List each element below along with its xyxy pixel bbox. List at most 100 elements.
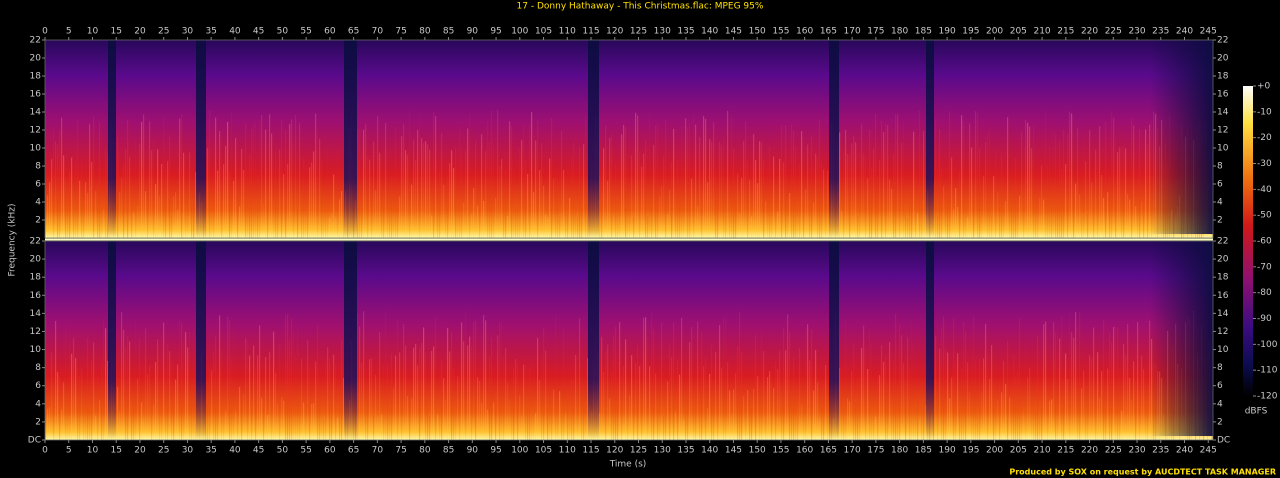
spectrum-streak: [319, 139, 321, 238]
y-axis-label: Frequency (kHz): [8, 203, 18, 276]
spectrum-streak: [839, 132, 841, 238]
spectrum-streak: [873, 148, 875, 238]
spectrum-streak: [407, 396, 409, 440]
spectrum-streak: [495, 198, 497, 238]
spectrum-streak: [737, 173, 739, 238]
y-tick-label: 2: [1217, 417, 1223, 427]
spectrum-streak: [969, 123, 971, 238]
y-tick-label: 18: [30, 273, 42, 283]
spectrum-streak: [707, 407, 709, 440]
spectrum-streak: [1097, 352, 1099, 440]
spectrum-streak: [543, 327, 545, 440]
spectrum-streak: [1109, 176, 1111, 238]
spectrum-streak: [59, 376, 61, 440]
spectrum-streak: [937, 216, 939, 238]
spectrum-streak: [643, 317, 645, 440]
x-tick-label: 245: [1200, 27, 1217, 37]
panel-frame: [44, 39, 1214, 239]
colorbar-tick-label: -60: [1257, 237, 1272, 247]
spectrum-streak: [899, 324, 901, 440]
spectrum-streak: [667, 381, 669, 440]
spectrum-streak: [211, 183, 213, 238]
spectrum-streak: [153, 404, 155, 440]
spectrum-streak: [139, 143, 141, 238]
x-tick-label: 165: [820, 446, 837, 456]
spectrum-streak: [639, 150, 641, 238]
spectrum-streak: [49, 182, 51, 238]
spectrum-streak: [883, 361, 885, 440]
spectrum-streak: [195, 172, 197, 238]
spectrum-streak: [1055, 134, 1057, 238]
spectrum-streak: [573, 141, 575, 238]
spectrum-streak: [117, 386, 119, 440]
x-tick-label: 240: [1176, 27, 1193, 37]
spectrum-streak: [879, 375, 881, 440]
spectrum-streak: [437, 196, 439, 238]
spectrum-streak: [443, 378, 445, 440]
spectrum-streak: [1011, 406, 1013, 440]
spectrum-streak: [1083, 370, 1085, 440]
spectrum-streak: [1085, 161, 1087, 238]
spectrum-streak: [881, 345, 883, 440]
spectrum-streak: [253, 345, 255, 440]
spectrum-streak: [293, 139, 295, 238]
spectrum-streak: [969, 392, 971, 440]
spectrum-streak: [653, 329, 655, 440]
spectrum-streak: [953, 318, 955, 440]
spectrum-streak: [1025, 339, 1027, 440]
y-tick-label: 16: [1217, 90, 1229, 100]
spectrum-streak: [1051, 399, 1053, 440]
spectrum-streak: [975, 111, 977, 238]
y-tick-label: 4: [1217, 198, 1223, 208]
spectrum-streak: [977, 417, 979, 440]
spectrum-streak: [403, 123, 405, 238]
spectrum-streak: [1035, 412, 1037, 440]
x-tick-label: 150: [749, 446, 766, 456]
spectrum-streak: [839, 367, 841, 440]
spectrum-streak: [525, 158, 527, 238]
spectrum-streak: [705, 118, 707, 238]
spectrum-streak: [891, 188, 893, 238]
spectrum-streak: [1005, 201, 1007, 238]
spectrum-streak: [821, 400, 823, 440]
x-tick-label: 205: [1010, 27, 1027, 37]
spectrum-streak: [57, 143, 59, 238]
spectrum-streak: [679, 191, 681, 238]
spectrum-streak: [277, 190, 279, 238]
spectrum-streak: [811, 329, 813, 440]
spectrum-streak: [691, 327, 693, 440]
spectrum-streak: [121, 311, 123, 440]
spectrum-streak: [979, 147, 981, 238]
spectrum-streak: [411, 397, 413, 440]
spectrum-streak: [721, 368, 723, 440]
spectrum-streak: [449, 163, 451, 238]
spectrum-streak: [1075, 183, 1077, 238]
spectrum-streak: [761, 141, 763, 238]
x-tick-label: 190: [939, 446, 956, 456]
spectrum-streak: [913, 342, 915, 440]
spectrum-streak: [1039, 197, 1041, 238]
spectrum-streak: [423, 142, 425, 238]
spectrum-streak: [699, 137, 701, 238]
x-tick-label: 140: [701, 446, 718, 456]
spectrum-streak: [633, 388, 635, 440]
spectrum-streak: [399, 196, 401, 238]
spectrum-streak: [483, 314, 485, 440]
spectrum-streak: [165, 169, 167, 238]
spectrum-streak: [577, 386, 579, 440]
spectrum-streak: [1061, 316, 1063, 440]
spectrum-streak: [169, 351, 171, 440]
spectrum-streak: [321, 386, 323, 440]
spectrum-streak: [621, 134, 623, 238]
spectrum-streak: [637, 344, 639, 440]
spectrum-streak: [537, 120, 539, 238]
spectrum-streak: [989, 129, 991, 238]
spectrum-streak: [535, 413, 537, 440]
spectrum-streak: [171, 215, 173, 238]
spectrum-streak: [85, 181, 87, 238]
spectrum-streak: [1017, 370, 1019, 440]
spectrum-streak: [445, 183, 447, 238]
spectrum-streak: [781, 406, 783, 440]
spectrum-streak: [489, 357, 491, 440]
spectrum-streak: [1067, 378, 1069, 440]
